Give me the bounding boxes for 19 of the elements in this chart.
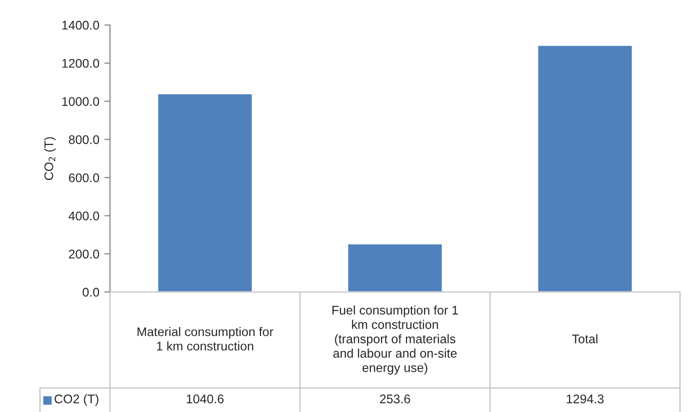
bar [156, 92, 254, 292]
bar [536, 44, 634, 292]
data-label: 253.6 [380, 394, 410, 404]
data-label: 1040.6 [186, 394, 224, 404]
y-tick-label: 1200.0 [62, 58, 100, 68]
bar [346, 242, 444, 292]
y-tick-label: 400.0 [68, 212, 100, 220]
y-tick-label: 1000.0 [62, 97, 100, 106]
y-tick-label: 200.0 [68, 250, 100, 259]
y-tick-label: 0.0 [82, 288, 100, 297]
y-tick-label: 600.0 [68, 173, 100, 182]
x-tick-label: Fuel consumption for 1 km construction (transport of materials and labour and on-site energy use) [332, 305, 458, 375]
legend-label: CO2 (T) [54, 394, 98, 406]
x-tick-label: Material consumption for 1 km construction [138, 326, 274, 351]
y-tick-label: 800.0 [68, 135, 100, 144]
x-tick-label: Total [572, 334, 598, 344]
data-label: 1294.3 [566, 394, 604, 404]
y-axis-title: CO$_{2}$ (T) [44, 137, 56, 180]
y-tick-label: 1400.0 [62, 20, 100, 30]
